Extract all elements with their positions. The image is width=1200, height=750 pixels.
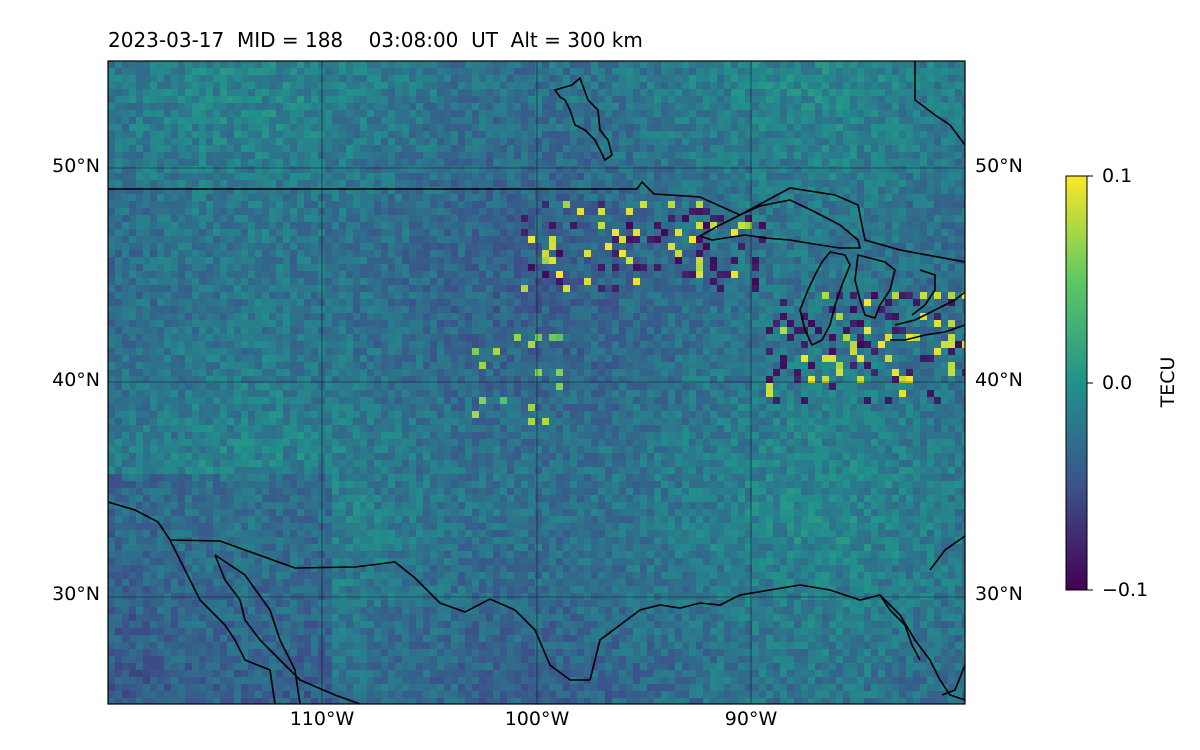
coast-hudson-bay: [553, 76, 613, 162]
coast-baja: [169, 539, 276, 704]
lake-michigan: [799, 251, 851, 347]
lat-label-40-left: 40°N: [52, 369, 100, 391]
lat-label-50-right: 50°N: [975, 155, 1023, 177]
coast-florida: [879, 594, 921, 661]
lat-label-30-right: 30°N: [975, 583, 1023, 605]
border-us-mexico: [108, 501, 590, 681]
lon-label-110w: 110°W: [289, 708, 355, 730]
lake-erie-ontario: [894, 291, 965, 326]
map-title: 2023-03-17 MID = 188 03:08:00 UT Alt = 3…: [108, 28, 643, 52]
map-frame: [107, 60, 966, 705]
colorbar-tick-max: 0.1: [1102, 165, 1133, 187]
lake-huron: [854, 253, 896, 319]
lon-label-100w: 100°W: [504, 708, 570, 730]
colorbar-tick-min: −0.1: [1102, 579, 1149, 601]
coastlines: [108, 61, 965, 704]
lat-label-40-right: 40°N: [975, 369, 1023, 391]
coast-gulf: [589, 584, 965, 701]
coast-northeast: [914, 61, 965, 146]
tec-heatmap: [108, 61, 965, 704]
lat-label-50-left: 50°N: [52, 155, 100, 177]
lat-label-30-left: 30°N: [52, 583, 100, 605]
lake-superior: [698, 199, 862, 249]
colorbar: [1065, 175, 1088, 591]
border-us-canada: [108, 180, 965, 263]
colorbar-tick-zero: 0.0: [1102, 372, 1133, 394]
lon-label-90w: 90°W: [724, 708, 778, 730]
gridlines: [108, 61, 965, 704]
colorbar-label: TECU: [1157, 356, 1179, 408]
